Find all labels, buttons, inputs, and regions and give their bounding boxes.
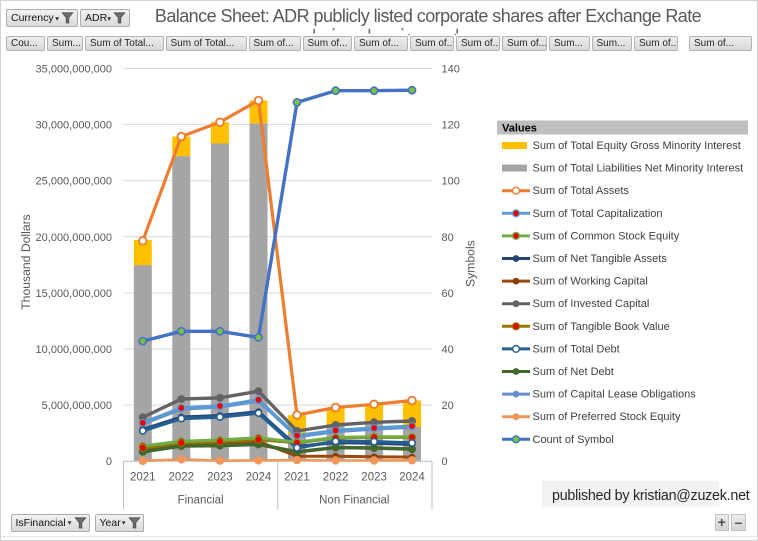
svg-text:20: 20 [442, 400, 454, 412]
svg-text:2024: 2024 [399, 472, 425, 484]
svg-text:Thousand Dollars: Thousand Dollars [19, 214, 33, 310]
svg-text:100: 100 [442, 176, 460, 188]
svg-text:Sum of Total Capitalization: Sum of Total Capitalization [533, 208, 663, 220]
svg-text:2021: 2021 [284, 472, 310, 484]
svg-text:120: 120 [442, 120, 460, 132]
svg-text:10,000,000,000: 10,000,000,000 [36, 344, 112, 356]
svg-text:0: 0 [442, 456, 448, 468]
svg-text:Sum of Common Stock Equity: Sum of Common Stock Equity [533, 230, 680, 242]
svg-text:Sum of Net Tangible Assets: Sum of Net Tangible Assets [533, 253, 668, 265]
svg-text:Sum of Total Equity Gross Mino: Sum of Total Equity Gross Minority Inter… [533, 140, 741, 152]
svg-text:2023: 2023 [361, 472, 387, 484]
svg-text:Sum of Working Capital: Sum of Working Capital [533, 276, 648, 288]
svg-text:published by kristian@zuzek.ne: published by kristian@zuzek.net [552, 488, 750, 504]
svg-text:15,000,000,000: 15,000,000,000 [36, 288, 112, 300]
svg-text:Sum of Preferred Stock Equity: Sum of Preferred Stock Equity [533, 411, 681, 423]
svg-text:Sum of Total Debt: Sum of Total Debt [533, 343, 620, 355]
svg-text:Symbols: Symbols [464, 240, 478, 287]
svg-text:30,000,000,000: 30,000,000,000 [36, 120, 112, 132]
svg-text:40: 40 [442, 344, 454, 356]
svg-text:0: 0 [106, 456, 112, 468]
svg-text:2023: 2023 [207, 472, 233, 484]
svg-text:35,000,000,000: 35,000,000,000 [36, 64, 112, 76]
svg-text:2022: 2022 [323, 472, 349, 484]
svg-text:60: 60 [442, 288, 454, 300]
svg-text:2024: 2024 [246, 472, 272, 484]
svg-text:Financial: Financial [178, 495, 224, 507]
svg-text:80: 80 [442, 232, 454, 244]
svg-text:Sum of Capital Lease Obligatio: Sum of Capital Lease Obligations [533, 389, 697, 401]
svg-text:2021: 2021 [130, 472, 156, 484]
svg-text:Sum of Invested Capital: Sum of Invested Capital [533, 298, 650, 310]
svg-text:Sum of Total Liabilities Net M: Sum of Total Liabilities Net Minority In… [533, 163, 744, 175]
svg-text:5,000,000,000: 5,000,000,000 [42, 400, 112, 412]
svg-text:Sum of Tangible Book Value: Sum of Tangible Book Value [533, 321, 670, 333]
svg-text:140: 140 [442, 64, 460, 76]
svg-text:Values: Values [502, 123, 537, 135]
svg-text:Non Financial: Non Financial [319, 495, 389, 507]
svg-text:20,000,000,000: 20,000,000,000 [36, 232, 112, 244]
svg-text:25,000,000,000: 25,000,000,000 [36, 176, 112, 188]
svg-text:Sum of Total Assets: Sum of Total Assets [533, 185, 630, 197]
svg-text:Sum of Net Debt: Sum of Net Debt [533, 366, 614, 378]
svg-text:2022: 2022 [169, 472, 195, 484]
svg-text:Count of Symbol: Count of Symbol [533, 434, 614, 446]
